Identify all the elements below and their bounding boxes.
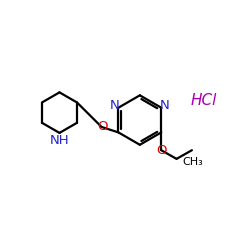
Text: N: N bbox=[110, 99, 120, 112]
Text: O: O bbox=[156, 144, 166, 157]
Text: NH: NH bbox=[50, 134, 69, 147]
Text: HCl: HCl bbox=[191, 93, 217, 108]
Text: N: N bbox=[160, 99, 170, 112]
Text: CH₃: CH₃ bbox=[183, 157, 204, 167]
Text: O: O bbox=[97, 120, 108, 133]
